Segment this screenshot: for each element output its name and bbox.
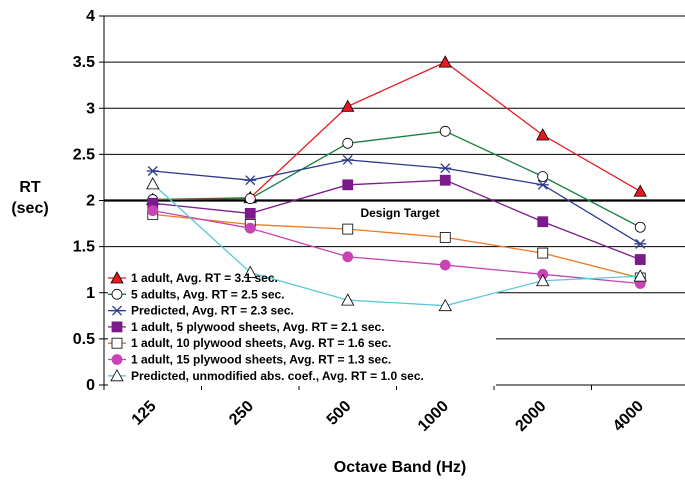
y-axis-title-line2: (sec)	[11, 200, 48, 217]
y-tick-label: 3	[86, 100, 95, 117]
data-point	[438, 55, 452, 68]
data-point	[439, 125, 451, 137]
legend-label: 1 adult, 10 plywood sheets, Avg. RT = 1.…	[131, 336, 391, 350]
data-point	[537, 216, 549, 228]
legend-label: 5 adults, Avg. RT = 2.5 sec.	[131, 287, 285, 301]
legend-entry: 1 adult, 15 plywood sheets, Avg. RT = 1.…	[108, 353, 391, 367]
data-point	[244, 222, 256, 234]
legend-label: Predicted, Avg. RT = 2.3 sec.	[131, 304, 294, 318]
legend-marker	[111, 337, 123, 349]
data-point	[146, 166, 159, 176]
data-point	[634, 254, 646, 265]
y-tick-label: 2.5	[73, 146, 95, 163]
y-tick-label: 0	[86, 377, 95, 394]
x-tick-label: 125	[129, 398, 160, 429]
legend: 1 adult, Avg. RT = 3.1 sec. 5 adults, Avg…	[108, 271, 424, 383]
data-point	[537, 247, 549, 259]
series-line	[152, 213, 641, 279]
legend-entry: 1 adult, 5 plywood sheets, Avg. RT = 2.1…	[108, 320, 385, 334]
legend-label: 1 adult, 5 plywood sheets, Avg. RT = 2.1…	[131, 320, 385, 334]
y-tick-label: 1	[86, 285, 95, 302]
legend-marker	[111, 305, 123, 316]
data-point	[341, 99, 355, 112]
data-point	[244, 208, 256, 219]
legend-label: 1 adult, Avg. RT = 3.1 sec.	[131, 271, 278, 285]
series-6	[147, 205, 646, 289]
legend-entry: 5 adults, Avg. RT = 2.5 sec.	[108, 287, 285, 301]
data-point	[147, 205, 159, 217]
legend-marker	[111, 321, 123, 333]
data-point	[634, 238, 647, 249]
y-tick-label: 4	[86, 8, 95, 25]
x-tick-label: 2000	[512, 398, 549, 435]
data-point	[633, 269, 647, 282]
data-point	[342, 137, 354, 149]
series-7	[146, 177, 647, 312]
x-tick-label: 500	[324, 398, 355, 429]
series-line	[152, 183, 641, 307]
x-axis-title: Octave Band (Hz)	[334, 459, 466, 476]
x-tick-label: 250	[226, 398, 257, 429]
data-point	[536, 273, 550, 287]
series-line	[152, 61, 641, 201]
design-target-label: Design Target	[360, 206, 439, 220]
data-point	[536, 128, 550, 141]
x-tick-label: 1000	[415, 398, 452, 435]
data-point	[439, 231, 451, 243]
y-tick-label: 2	[86, 193, 95, 210]
series-line	[152, 159, 641, 245]
data-point	[342, 251, 354, 263]
data-point	[244, 175, 257, 186]
data-point	[536, 179, 549, 190]
data-point	[244, 193, 256, 205]
data-point	[243, 265, 257, 278]
data-point	[439, 174, 451, 186]
legend-entry: Predicted, Avg. RT = 2.3 sec.	[108, 304, 294, 318]
y-tick-label: 3.5	[73, 54, 95, 71]
series-line	[152, 210, 641, 285]
legend-box	[108, 269, 496, 387]
series-line	[152, 179, 641, 261]
x-tick-label: 4000	[610, 398, 647, 435]
y-axis-title-line1: RT	[19, 179, 41, 196]
legend-entry: 1 adult, 10 plywood sheets, Avg. RT = 1.…	[108, 336, 391, 350]
legend-entry: 1 adult, Avg. RT = 3.1 sec.	[108, 271, 278, 285]
data-point	[439, 163, 452, 174]
series-4	[147, 174, 646, 265]
legend-marker	[111, 354, 123, 365]
data-point	[146, 177, 160, 190]
y-tick-label: 1.5	[73, 239, 95, 256]
data-point	[633, 184, 647, 197]
y-tick-label: 0.5	[73, 331, 95, 348]
legend-marker	[110, 368, 124, 382]
legend-background	[108, 269, 496, 387]
data-point	[342, 179, 354, 191]
legend-marker	[111, 288, 123, 300]
data-point	[341, 154, 354, 165]
data-point	[341, 293, 355, 306]
data-point	[342, 223, 354, 235]
series-layer	[146, 55, 647, 312]
series-3	[146, 154, 647, 249]
data-point	[439, 259, 451, 271]
legend-marker	[110, 271, 124, 284]
data-point	[537, 171, 549, 182]
series-line	[152, 130, 641, 228]
legend-label: 1 adult, 15 plywood sheets, Avg. RT = 1.…	[131, 353, 391, 367]
data-point	[438, 298, 452, 312]
legend-label: Predicted, unmodified abs. coef., Avg. R…	[131, 369, 424, 383]
data-point	[634, 221, 646, 233]
legend-entry: Predicted, unmodified abs. coef., Avg. R…	[108, 369, 424, 383]
series-2	[147, 125, 646, 233]
